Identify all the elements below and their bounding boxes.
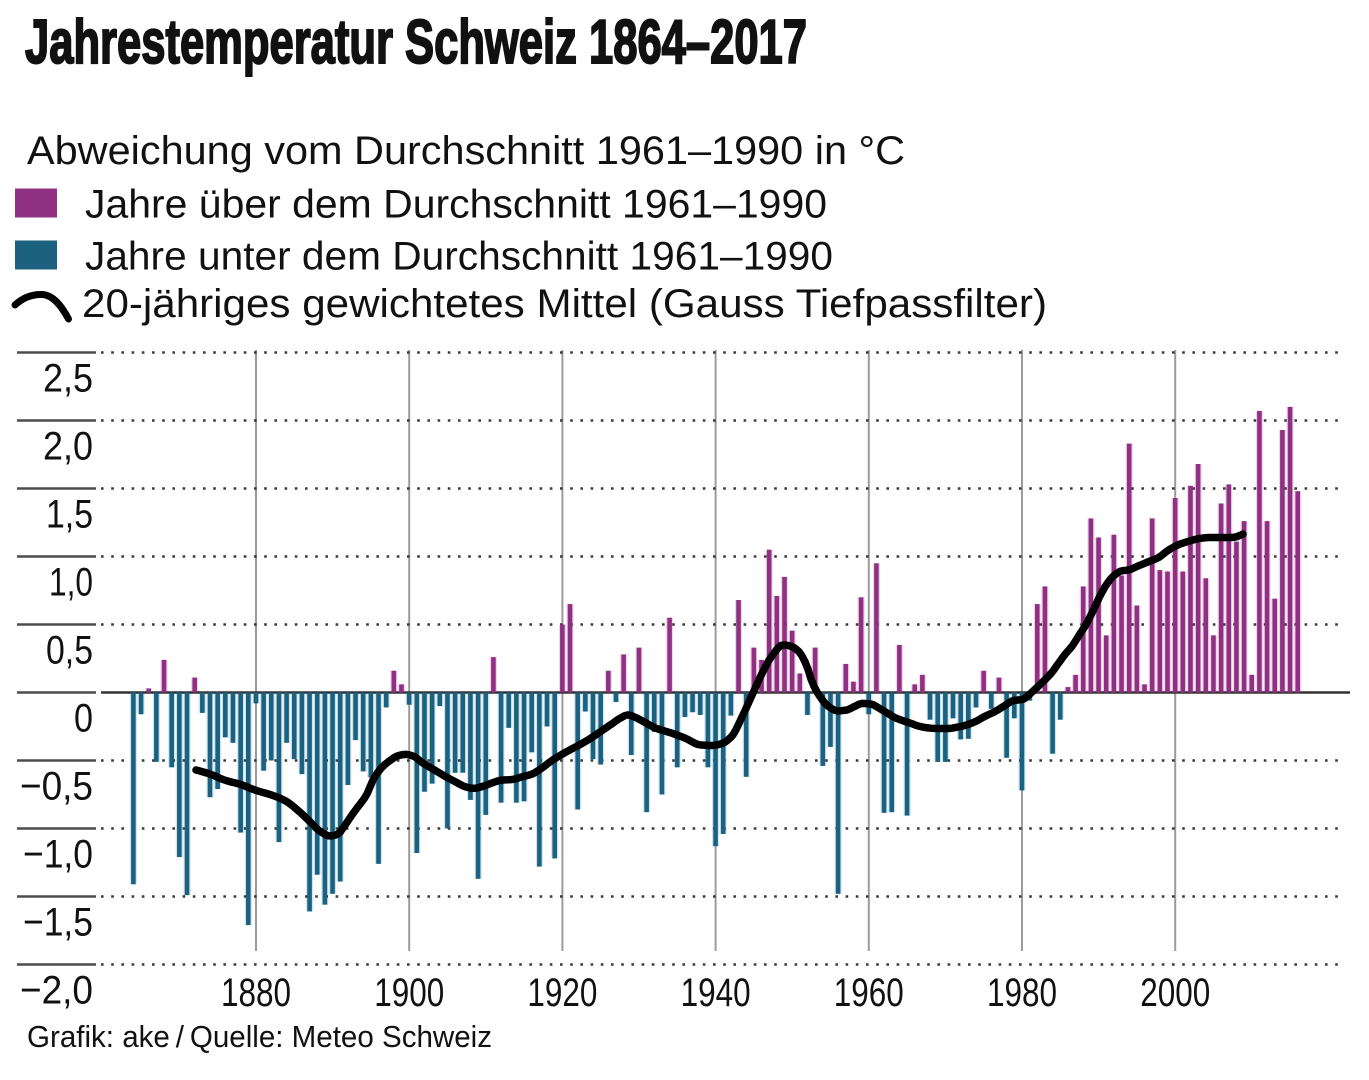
svg-text:Jahre unter dem Durchschnitt 1: Jahre unter dem Durchschnitt 1961–1990 bbox=[85, 235, 833, 279]
svg-text:2000: 2000 bbox=[1140, 971, 1210, 1015]
svg-text:−2,0: −2,0 bbox=[20, 969, 93, 1013]
svg-text:Jahre über dem Durchschnitt 19: Jahre über dem Durchschnitt 1961–1990 bbox=[85, 183, 827, 227]
svg-text:−1,0: −1,0 bbox=[23, 833, 93, 877]
svg-text:2,5: 2,5 bbox=[43, 357, 93, 401]
svg-text:−0,5: −0,5 bbox=[20, 765, 93, 809]
svg-text:20-jähriges gewichtetes Mittel: 20-jähriges gewichtetes Mittel (Gauss Ti… bbox=[82, 282, 1047, 326]
svg-text:0,5: 0,5 bbox=[46, 629, 93, 673]
svg-text:0: 0 bbox=[74, 697, 93, 741]
svg-text:1,0: 1,0 bbox=[49, 561, 93, 605]
svg-text:1940: 1940 bbox=[681, 971, 751, 1015]
svg-text:−1,5: −1,5 bbox=[23, 901, 93, 945]
svg-text:Grafik: ake / Quelle: Meteo Sc: Grafik: ake / Quelle: Meteo Schweiz bbox=[27, 1019, 492, 1054]
svg-text:1,5: 1,5 bbox=[46, 493, 93, 537]
svg-text:1880: 1880 bbox=[221, 971, 291, 1015]
svg-text:Abweichung vom Durchschnitt 19: Abweichung vom Durchschnitt 1961–1990 in… bbox=[27, 129, 905, 173]
svg-text:2,0: 2,0 bbox=[43, 425, 93, 469]
svg-text:1960: 1960 bbox=[834, 971, 904, 1015]
svg-text:1900: 1900 bbox=[374, 971, 444, 1015]
svg-text:Jahrestemperatur Schweiz 1864–: Jahrestemperatur Schweiz 1864–2017 bbox=[25, 8, 807, 77]
svg-text:1920: 1920 bbox=[527, 971, 597, 1015]
svg-text:1980: 1980 bbox=[987, 971, 1057, 1015]
